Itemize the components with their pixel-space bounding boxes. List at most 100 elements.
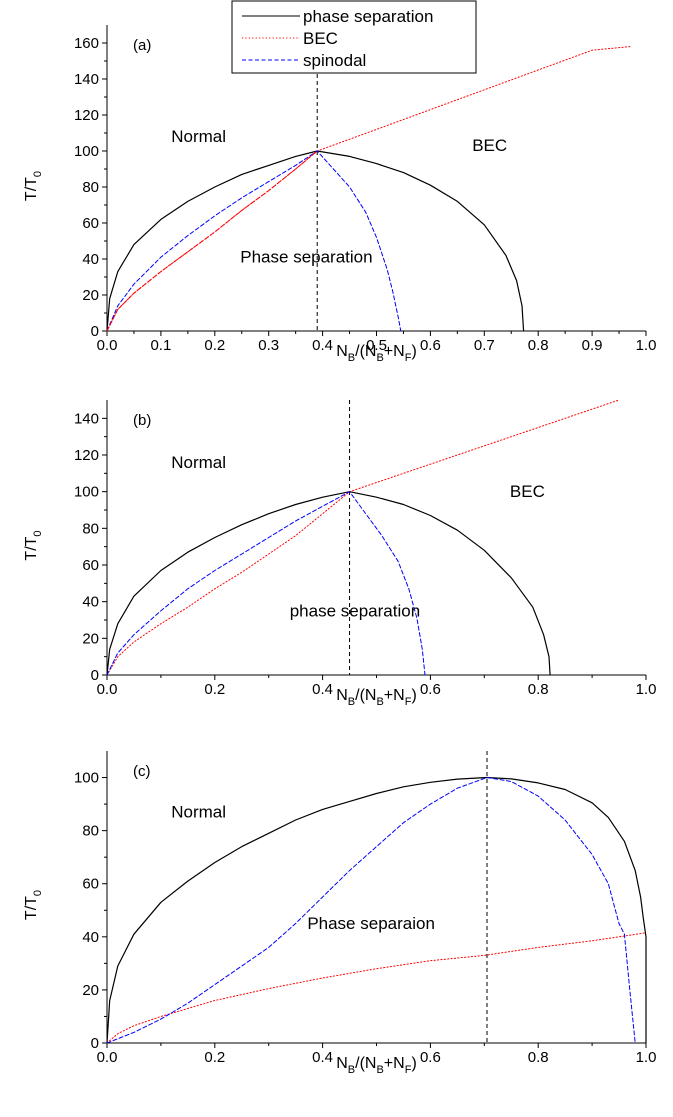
series-phase-separation: [106, 491, 551, 676]
x-tick-label: 0.3: [258, 337, 279, 354]
legend-label: BEC: [303, 29, 338, 48]
y-tick-label: 60: [82, 557, 99, 574]
x-axis-label-part: B: [348, 1064, 355, 1076]
panel-label: (c): [133, 763, 151, 780]
region-label: Normal: [171, 127, 226, 146]
y-tick-label: 60: [82, 876, 99, 893]
x-tick-label: 0.1: [150, 337, 171, 354]
y-tick-label: 100: [74, 143, 99, 160]
y-tick-label: 40: [82, 594, 99, 611]
region-label: BEC: [510, 482, 545, 501]
y-axis-label-sub: 0: [32, 530, 44, 536]
legend-label: spinodal: [303, 51, 366, 70]
x-axis-label-part: B: [376, 696, 383, 708]
x-tick-label: 0.0: [97, 1049, 118, 1066]
series-bec: [106, 399, 620, 676]
region-label: Phase separation: [240, 248, 372, 267]
x-axis-label-part: /(N: [355, 343, 376, 360]
series-spinodal: [106, 491, 426, 676]
panel-c: 0.0 0.2 0.4 0.6 0.8 1.0 0 20 40 60 80 100 (c) Normal P…: [23, 751, 656, 1076]
y-tick-label: 80: [82, 823, 99, 840]
y-tick-label: 100: [74, 484, 99, 501]
x-axis-label: NB/(NB+NF): [336, 687, 417, 708]
x-tick-label: 0.2: [204, 337, 225, 354]
y-tick-label: 80: [82, 179, 99, 196]
legend-label: phase separation: [303, 7, 433, 26]
series-phase-separation: [106, 150, 525, 332]
x-axis-label-part: +N: [384, 1055, 405, 1072]
y-tick-label: 0: [91, 323, 99, 340]
x-axis-label-part: F: [405, 696, 412, 708]
y-tick-label: 40: [82, 929, 99, 946]
region-label: phase separation: [290, 601, 420, 620]
x-axis-label-part: F: [405, 352, 412, 364]
y-tick-label: 140: [74, 71, 99, 88]
series-spinodal: [106, 777, 636, 1044]
x-tick-label: 0.6: [420, 681, 441, 698]
x-axis-label: NB/(NB+NF): [336, 343, 417, 364]
x-tick-label: 0.4: [312, 337, 333, 354]
x-axis-label-part: ): [411, 687, 416, 704]
x-axis-label-part: B: [348, 352, 355, 364]
x-axis-label-part: N: [336, 1055, 348, 1072]
x-tick-label: 0.8: [528, 1049, 549, 1066]
x-axis-label-part: +N: [384, 343, 405, 360]
y-tick-label: 40: [82, 251, 99, 268]
x-axis-label-part: /(N: [355, 687, 376, 704]
series-bec: [106, 932, 647, 1044]
panel-a: 0.0 0.1 0.2 0.3 0.4 0.5 0.6 0.7 0.8 0.9 1.0 0 20 40 60…: [23, 25, 656, 364]
y-axis-label-main: T/T: [23, 536, 40, 560]
y-axis-label-main: T/T: [23, 896, 40, 920]
series-bec-low-branch: [106, 150, 318, 332]
x-tick-label: 0.4: [312, 1049, 333, 1066]
y-axis-label: T/T0: [23, 890, 44, 920]
y-tick-label: 0: [91, 667, 99, 684]
x-axis-label-part: /(N: [355, 1055, 376, 1072]
y-axis-label-sub: 0: [32, 890, 44, 896]
legend: phase separation BEC spinodal: [231, 0, 477, 74]
x-axis-label-part: +N: [384, 687, 405, 704]
series-bec: [106, 46, 631, 332]
x-axis-label-part: B: [348, 696, 355, 708]
series-spinodal: [106, 150, 402, 332]
x-axis-label-part: N: [336, 687, 348, 704]
region-label: Phase separaion: [307, 914, 435, 933]
region-label: BEC: [472, 136, 507, 155]
panel-b: 0.0 0.2 0.4 0.6 0.8 1.0 0 20 40 60 80 100 120 140 (b) N…: [23, 399, 657, 708]
y-axis-label-main: T/T: [23, 177, 40, 201]
panel-label: (b): [133, 412, 151, 429]
series-phase-separation: [106, 776, 647, 1044]
y-tick-label: 80: [82, 520, 99, 537]
x-axis-label-part: F: [405, 1064, 412, 1076]
legend-box: [231, 0, 477, 74]
y-tick-label: 120: [74, 107, 99, 124]
region-label: Normal: [171, 802, 226, 821]
y-tick-label: 20: [82, 630, 99, 647]
x-tick-label: 1.0: [636, 337, 657, 354]
x-tick-label: 0.5: [366, 337, 387, 354]
x-tick-label: 0.9: [582, 337, 603, 354]
y-tick-label: 120: [74, 447, 99, 464]
y-tick-label: 160: [74, 35, 99, 52]
x-axis-label-part: N: [336, 343, 348, 360]
x-axis-label-part: ): [411, 1055, 416, 1072]
x-tick-label: 0.2: [204, 1049, 225, 1066]
x-tick-label: 0.0: [97, 681, 118, 698]
x-axis-label-part: B: [376, 1064, 383, 1076]
x-tick-label: 1.0: [636, 1049, 657, 1066]
y-tick-label: 20: [82, 982, 99, 999]
x-tick-label: 0.2: [204, 681, 225, 698]
y-tick-label: 0: [91, 1035, 99, 1052]
y-axis-label: T/T0: [23, 530, 44, 560]
x-axis-label: NB/(NB+NF): [336, 1055, 417, 1076]
y-tick-label: 60: [82, 215, 99, 232]
x-tick-label: 1.0: [636, 681, 657, 698]
x-tick-label: 0.8: [528, 337, 549, 354]
x-tick-label: 0.6: [420, 337, 441, 354]
x-axis-label-part: B: [376, 352, 383, 364]
x-tick-label: 0.4: [312, 681, 333, 698]
x-tick-label: 0.7: [474, 337, 495, 354]
panel-label: (a): [133, 37, 151, 54]
y-tick-label: 140: [74, 410, 99, 427]
